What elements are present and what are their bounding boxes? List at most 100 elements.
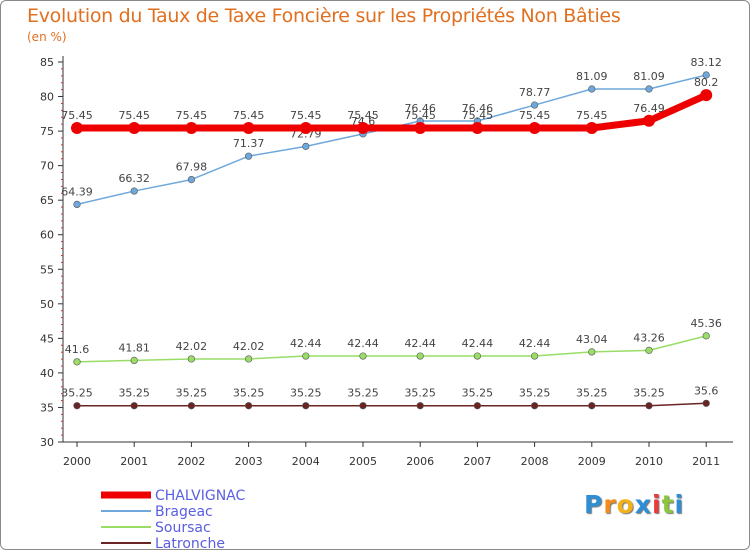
series-line-brageac — [76, 74, 707, 206]
x-tick-label-2000: 2000 — [63, 455, 91, 468]
data-label-latronche-2003: 35.25 — [233, 387, 265, 400]
proxiti-logo: Proxiti — [584, 490, 684, 519]
data-label-soursac-2008: 42.44 — [519, 337, 551, 350]
point-chalvignac-2009 — [585, 121, 598, 134]
data-label-soursac-2009: 43.04 — [576, 333, 608, 346]
point-latronche-2000 — [73, 402, 81, 410]
point-latronche-2006 — [416, 402, 424, 410]
point-chalvignac-2010 — [643, 114, 655, 127]
x-tick-label-2003: 2003 — [235, 455, 263, 468]
point-soursac-2004 — [302, 352, 310, 360]
point-latronche-2001 — [130, 402, 138, 410]
point-soursac-2002 — [187, 355, 195, 363]
x-tick-label-2006: 2006 — [406, 455, 434, 468]
data-label-chalvignac-2002: 75.45 — [176, 109, 208, 122]
data-label-latronche-2002: 35.25 — [176, 387, 208, 400]
logo-letter: r — [603, 490, 617, 519]
data-label-latronche-2004: 35.25 — [290, 387, 322, 400]
point-latronche-2004 — [302, 402, 310, 410]
point-chalvignac-2007 — [471, 121, 484, 134]
point-chalvignac-2008 — [528, 121, 541, 134]
y-tick-label-60: 60 — [40, 229, 54, 242]
data-label-latronche-2005: 35.25 — [347, 387, 379, 400]
point-brageac-2001 — [130, 187, 138, 195]
point-brageac-2003 — [245, 152, 253, 160]
legend-label-brageac: Brageac — [155, 504, 213, 520]
point-soursac-2007 — [473, 352, 482, 360]
x-tick-label-2007: 2007 — [463, 455, 491, 468]
y-tick-label-80: 80 — [40, 91, 54, 104]
x-tick-label-2009: 2009 — [578, 455, 606, 468]
data-label-chalvignac-2008: 75.45 — [519, 109, 551, 122]
point-chalvignac-2003 — [242, 121, 255, 134]
point-soursac-2010 — [645, 346, 653, 354]
y-tick-label-65: 65 — [40, 194, 54, 207]
point-chalvignac-2000 — [71, 121, 83, 134]
data-label-chalvignac-2004: 75.45 — [290, 109, 322, 122]
point-soursac-2000 — [73, 358, 81, 366]
data-label-soursac-2003: 42.02 — [233, 340, 265, 353]
y-tick-label-70: 70 — [40, 160, 54, 173]
point-soursac-2003 — [245, 355, 253, 363]
data-label-latronche-2006: 35.25 — [404, 387, 436, 400]
legend-label-chalvignac: CHALVIGNAC — [155, 488, 246, 504]
data-label-soursac-2004: 42.44 — [290, 337, 322, 350]
point-chalvignac-2006 — [414, 121, 427, 134]
data-label-chalvignac-2011: 80.2 — [694, 76, 719, 89]
data-label-latronche-2009: 35.25 — [576, 387, 608, 400]
point-soursac-2009 — [588, 348, 596, 356]
point-brageac-2009 — [588, 85, 596, 93]
point-latronche-2011 — [702, 399, 710, 407]
point-soursac-2011 — [702, 332, 710, 340]
data-label-brageac-2003: 71.37 — [233, 137, 265, 150]
point-soursac-2005 — [359, 352, 367, 360]
point-brageac-2000 — [73, 200, 81, 208]
data-label-chalvignac-2000: 75.45 — [61, 109, 93, 122]
y-tick-label-55: 55 — [40, 263, 54, 276]
data-label-brageac-2002: 67.98 — [176, 161, 208, 174]
data-label-latronche-2000: 35.25 — [61, 387, 93, 400]
y-tick-label-30: 30 — [40, 436, 54, 449]
data-label-chalvignac-2009: 75.45 — [576, 109, 608, 122]
x-tick-label-2004: 2004 — [292, 455, 320, 468]
data-label-chalvignac-2006: 75.45 — [404, 109, 436, 122]
data-label-chalvignac-2003: 75.45 — [233, 109, 265, 122]
data-label-chalvignac-2001: 75.45 — [118, 109, 150, 122]
point-latronche-2008 — [530, 402, 539, 410]
data-label-latronche-2001: 35.25 — [118, 387, 150, 400]
data-label-soursac-2007: 42.44 — [462, 337, 494, 350]
y-tick-label-75: 75 — [40, 125, 54, 138]
chart-title: Evolution du Taux de Taxe Foncière sur l… — [27, 5, 621, 27]
data-label-soursac-2006: 42.44 — [404, 337, 436, 350]
logo-letter: t — [661, 490, 675, 519]
chart-subtitle: (en %) — [27, 30, 67, 44]
data-label-latronche-2010: 35.25 — [633, 387, 665, 400]
point-chalvignac-2004 — [299, 121, 312, 134]
point-chalvignac-2011 — [700, 89, 713, 102]
data-label-brageac-2006: 76.46 — [404, 102, 436, 115]
legend-label-soursac: Soursac — [155, 520, 211, 536]
point-latronche-2009 — [588, 402, 596, 410]
y-tick-label-85: 85 — [40, 56, 54, 69]
data-label-chalvignac-2005: 75.45 — [347, 109, 379, 122]
data-label-brageac-2001: 66.32 — [118, 172, 150, 185]
y-tick-label-45: 45 — [40, 332, 54, 345]
data-label-brageac-2010: 81.09 — [633, 70, 665, 83]
x-tick-label-2005: 2005 — [349, 455, 377, 468]
point-brageac-2010 — [645, 85, 653, 93]
logo-letter: x — [634, 490, 652, 519]
data-label-brageac-2009: 81.09 — [576, 70, 608, 83]
data-label-soursac-2002: 42.02 — [176, 340, 208, 353]
point-chalvignac-2001 — [128, 121, 141, 134]
point-brageac-2004 — [302, 142, 310, 150]
y-tick-label-50: 50 — [40, 298, 54, 311]
data-label-soursac-2011: 45.36 — [690, 317, 722, 330]
logo-letter: o — [616, 490, 635, 519]
point-brageac-2002 — [187, 175, 195, 184]
legend-label-latronche: Latronche — [155, 536, 225, 550]
data-label-latronche-2008: 35.25 — [519, 387, 551, 400]
x-tick-label-2010: 2010 — [635, 455, 663, 468]
point-soursac-2008 — [530, 352, 539, 360]
